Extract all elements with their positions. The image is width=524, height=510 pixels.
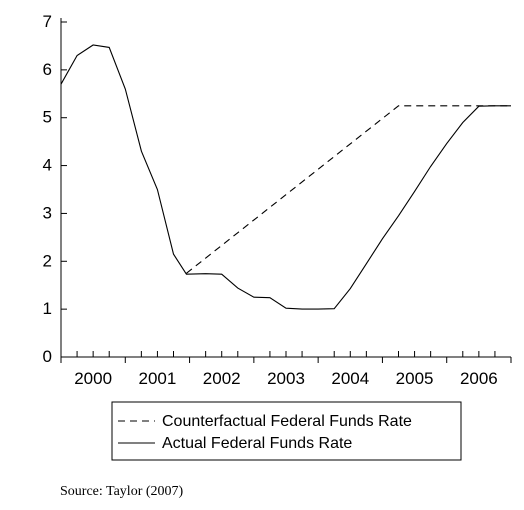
x-tick-label: 2001 xyxy=(139,369,177,388)
legend-label: Actual Federal Funds Rate xyxy=(162,435,352,452)
actual-rate-line xyxy=(60,44,511,310)
x-tick-label: 2005 xyxy=(396,369,434,388)
x-tick-label: 2000 xyxy=(74,369,112,388)
counterfactual-rate-line xyxy=(186,105,511,274)
series-lines xyxy=(60,44,511,310)
source-note: Source: Taylor (2007) xyxy=(60,484,184,499)
legend-box xyxy=(111,401,462,461)
y-tick-label: 4 xyxy=(43,156,52,175)
x-tick-label: 2003 xyxy=(267,369,305,388)
y-tick-label: 7 xyxy=(43,12,52,31)
x-tick-label: 2006 xyxy=(460,369,498,388)
axes: 0 1 2 3 4 5 6 7 2000 2001 2002 2003 2004 2005 2006 xyxy=(43,12,512,388)
y-tick-label: 0 xyxy=(43,347,52,366)
y-tick-label: 6 xyxy=(43,60,52,79)
y-tick-label: 1 xyxy=(43,299,52,318)
x-tick-label: 2002 xyxy=(203,369,241,388)
legend: Counterfactual Federal Funds Rate Actual … xyxy=(111,401,462,461)
legend-label: Counterfactual Federal Funds Rate xyxy=(162,413,412,430)
y-tick-label: 3 xyxy=(43,203,52,222)
y-tick-label: 5 xyxy=(43,108,52,127)
x-tick-label: 2004 xyxy=(331,369,369,388)
y-tick-label: 2 xyxy=(43,251,52,270)
